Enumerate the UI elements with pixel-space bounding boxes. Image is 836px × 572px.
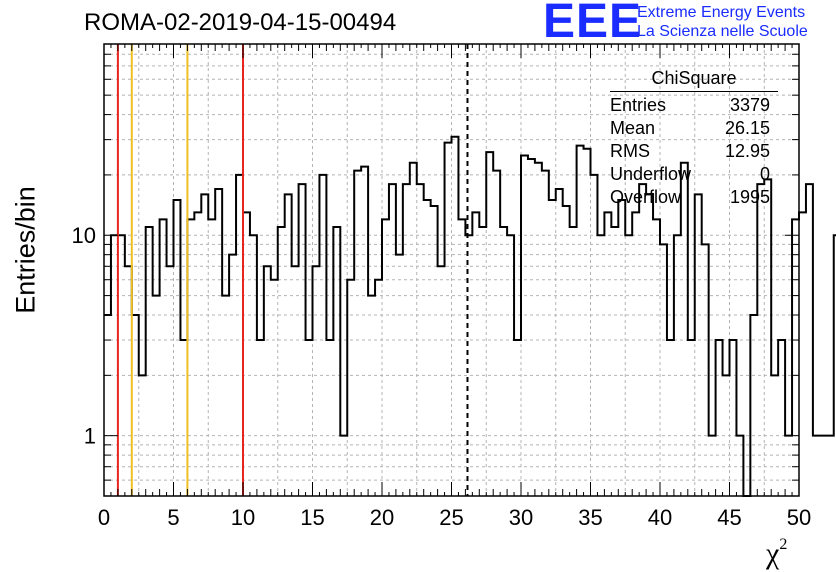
x-tick-label: 20 xyxy=(370,505,394,530)
x-axis-label-superscript: 2 xyxy=(779,536,788,553)
x-tick-label: 40 xyxy=(648,505,672,530)
y-axis-label: Entries/bin xyxy=(10,186,41,314)
y-tick-label: 10 xyxy=(72,223,96,248)
y-axis-label-wrap: Entries/bin xyxy=(4,186,48,314)
x-axis-label-text: χ xyxy=(766,537,780,570)
y-tick-label: 1 xyxy=(84,424,96,449)
stats-label: Entries xyxy=(610,95,667,115)
x-tick-label: 35 xyxy=(578,505,602,530)
stats-value: 0 xyxy=(759,164,770,184)
stats-label: Mean xyxy=(610,118,656,138)
stats-row: Mean 26.15 xyxy=(610,117,778,140)
stats-value: 1995 xyxy=(729,187,770,207)
stats-label: Underflow xyxy=(610,164,692,184)
stats-label: Overflow xyxy=(610,187,682,207)
stats-label: RMS xyxy=(610,141,650,161)
x-tick-label: 5 xyxy=(167,505,179,530)
stats-value: 3379 xyxy=(729,95,770,115)
x-tick-label: 45 xyxy=(717,505,741,530)
stats-row: RMS 12.95 xyxy=(610,140,778,163)
x-tick-label: 50 xyxy=(787,505,811,530)
x-tick-label: 30 xyxy=(509,505,533,530)
x-tick-label: 25 xyxy=(439,505,463,530)
stats-row: Overflow 1995 xyxy=(610,186,778,209)
stats-row: Entries 3379 xyxy=(610,94,778,117)
x-axis-label: χ2 xyxy=(766,536,787,571)
stats-box: ChiSquare Entries 3379 Mean 26.15 RMS 12.95… xyxy=(610,68,778,209)
eee-logo: EEE xyxy=(543,0,643,48)
stats-title: ChiSquare xyxy=(610,68,778,92)
chart-title: ROMA-02-2019-04-15-00494 xyxy=(84,9,397,36)
histogram-series xyxy=(104,135,836,497)
x-tick-label: 0 xyxy=(98,505,110,530)
x-tick-label: 10 xyxy=(231,505,255,530)
stats-value: 12.95 xyxy=(724,141,770,161)
logo-line-2: La Scienza nelle Scuole xyxy=(637,23,808,40)
stats-value: 26.15 xyxy=(724,118,770,138)
logo-line-1: Extreme Energy Events xyxy=(637,4,806,21)
x-tick-label: 15 xyxy=(300,505,324,530)
eee-logo-text: Extreme Energy Events La Scienza nelle S… xyxy=(637,3,808,41)
stats-row: Underflow 0 xyxy=(610,163,778,186)
